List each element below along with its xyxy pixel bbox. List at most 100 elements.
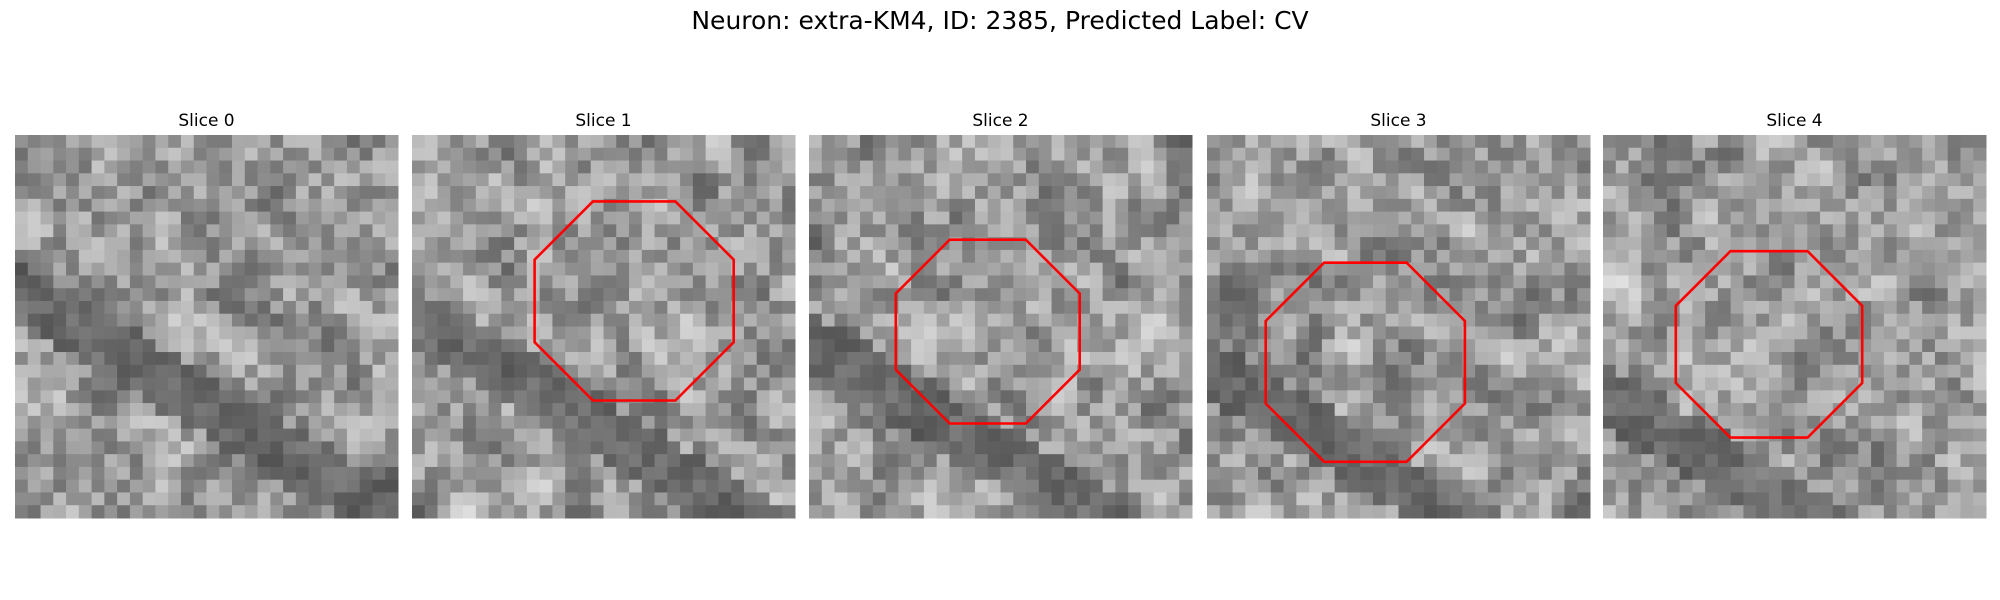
pixel [1832, 224, 1847, 238]
pixel [539, 300, 553, 315]
pixel [193, 364, 207, 379]
pixel [1102, 262, 1116, 276]
pixel [667, 173, 681, 187]
pixel [1245, 135, 1259, 149]
pixel [1166, 454, 1180, 468]
pixel [1743, 466, 1757, 481]
pixel [769, 505, 783, 519]
pixel [565, 275, 579, 289]
pixel [1794, 186, 1808, 200]
pixel [1475, 466, 1489, 481]
pixel [1577, 441, 1591, 455]
pixel [718, 313, 732, 327]
pixel [1500, 300, 1514, 315]
pixel [450, 211, 464, 225]
pixel [1487, 403, 1502, 417]
pixel [1153, 492, 1167, 506]
pixel [705, 479, 719, 493]
pixel [15, 479, 29, 493]
pixel [809, 198, 823, 213]
pixel [885, 505, 899, 519]
pixel [193, 377, 207, 391]
pixel [923, 364, 938, 379]
pixel [743, 275, 758, 289]
pixel [1449, 454, 1463, 468]
pixel [1909, 466, 1923, 481]
pixel [424, 415, 439, 430]
pixel [590, 262, 604, 276]
pixel [1000, 224, 1014, 238]
pixel [987, 211, 1001, 225]
pixel [1026, 160, 1040, 174]
pixel [577, 135, 592, 149]
pixel [936, 390, 950, 404]
pixel [1026, 186, 1040, 200]
pixel [1219, 339, 1234, 353]
pixel [1245, 479, 1259, 493]
pixel [27, 505, 42, 519]
pixel [1628, 403, 1642, 417]
pixel [872, 441, 887, 455]
pixel [1705, 313, 1719, 327]
pixel [1909, 275, 1923, 289]
pixel [1947, 377, 1961, 391]
pixel [372, 262, 386, 276]
pixel [270, 339, 284, 353]
pixel [1781, 466, 1795, 481]
pixel [923, 186, 938, 200]
pixel [424, 454, 439, 468]
pixel [1475, 186, 1489, 200]
pixel [1641, 147, 1655, 162]
pixel [308, 492, 322, 506]
pixel [577, 224, 592, 238]
pixel [1807, 377, 1821, 391]
pixel [257, 403, 271, 417]
pixel [1385, 288, 1399, 302]
pixel [359, 441, 373, 455]
pixel [756, 147, 770, 162]
pixel [270, 147, 284, 162]
pixel [244, 352, 259, 366]
pixel [1564, 288, 1578, 302]
pixel [1270, 441, 1285, 455]
pixel [53, 249, 67, 264]
pixel [616, 173, 630, 187]
pixel [1845, 313, 1859, 327]
pixel [53, 339, 67, 353]
pixel [372, 377, 386, 391]
pixel [552, 313, 566, 327]
pixel [129, 275, 144, 289]
pixel [1730, 339, 1744, 353]
pixel [1730, 415, 1744, 430]
pixel [372, 492, 386, 506]
pixel [219, 364, 233, 379]
pixel [1051, 466, 1065, 481]
pixel [463, 135, 477, 149]
pixel [552, 428, 566, 442]
pixel [1179, 224, 1193, 238]
pixel [385, 479, 399, 493]
pixel [155, 352, 169, 366]
pixel [1372, 313, 1387, 327]
pixel [552, 326, 566, 340]
pixel [104, 505, 118, 519]
pixel [1077, 479, 1091, 493]
pixel [1436, 313, 1451, 327]
pixel [27, 211, 42, 225]
pixel [129, 466, 144, 481]
pixel [526, 364, 541, 379]
pixel [1424, 352, 1438, 366]
pixel [1026, 339, 1040, 353]
pixel [463, 173, 477, 187]
pixel [1436, 147, 1451, 162]
pixel [1424, 135, 1438, 149]
pixel [142, 198, 156, 213]
pixel [91, 390, 105, 404]
pixel [1360, 147, 1374, 162]
pixel [782, 135, 796, 149]
pixel [244, 211, 259, 225]
pixel [1309, 160, 1323, 174]
pixel [705, 326, 719, 340]
pixel [1051, 224, 1065, 238]
